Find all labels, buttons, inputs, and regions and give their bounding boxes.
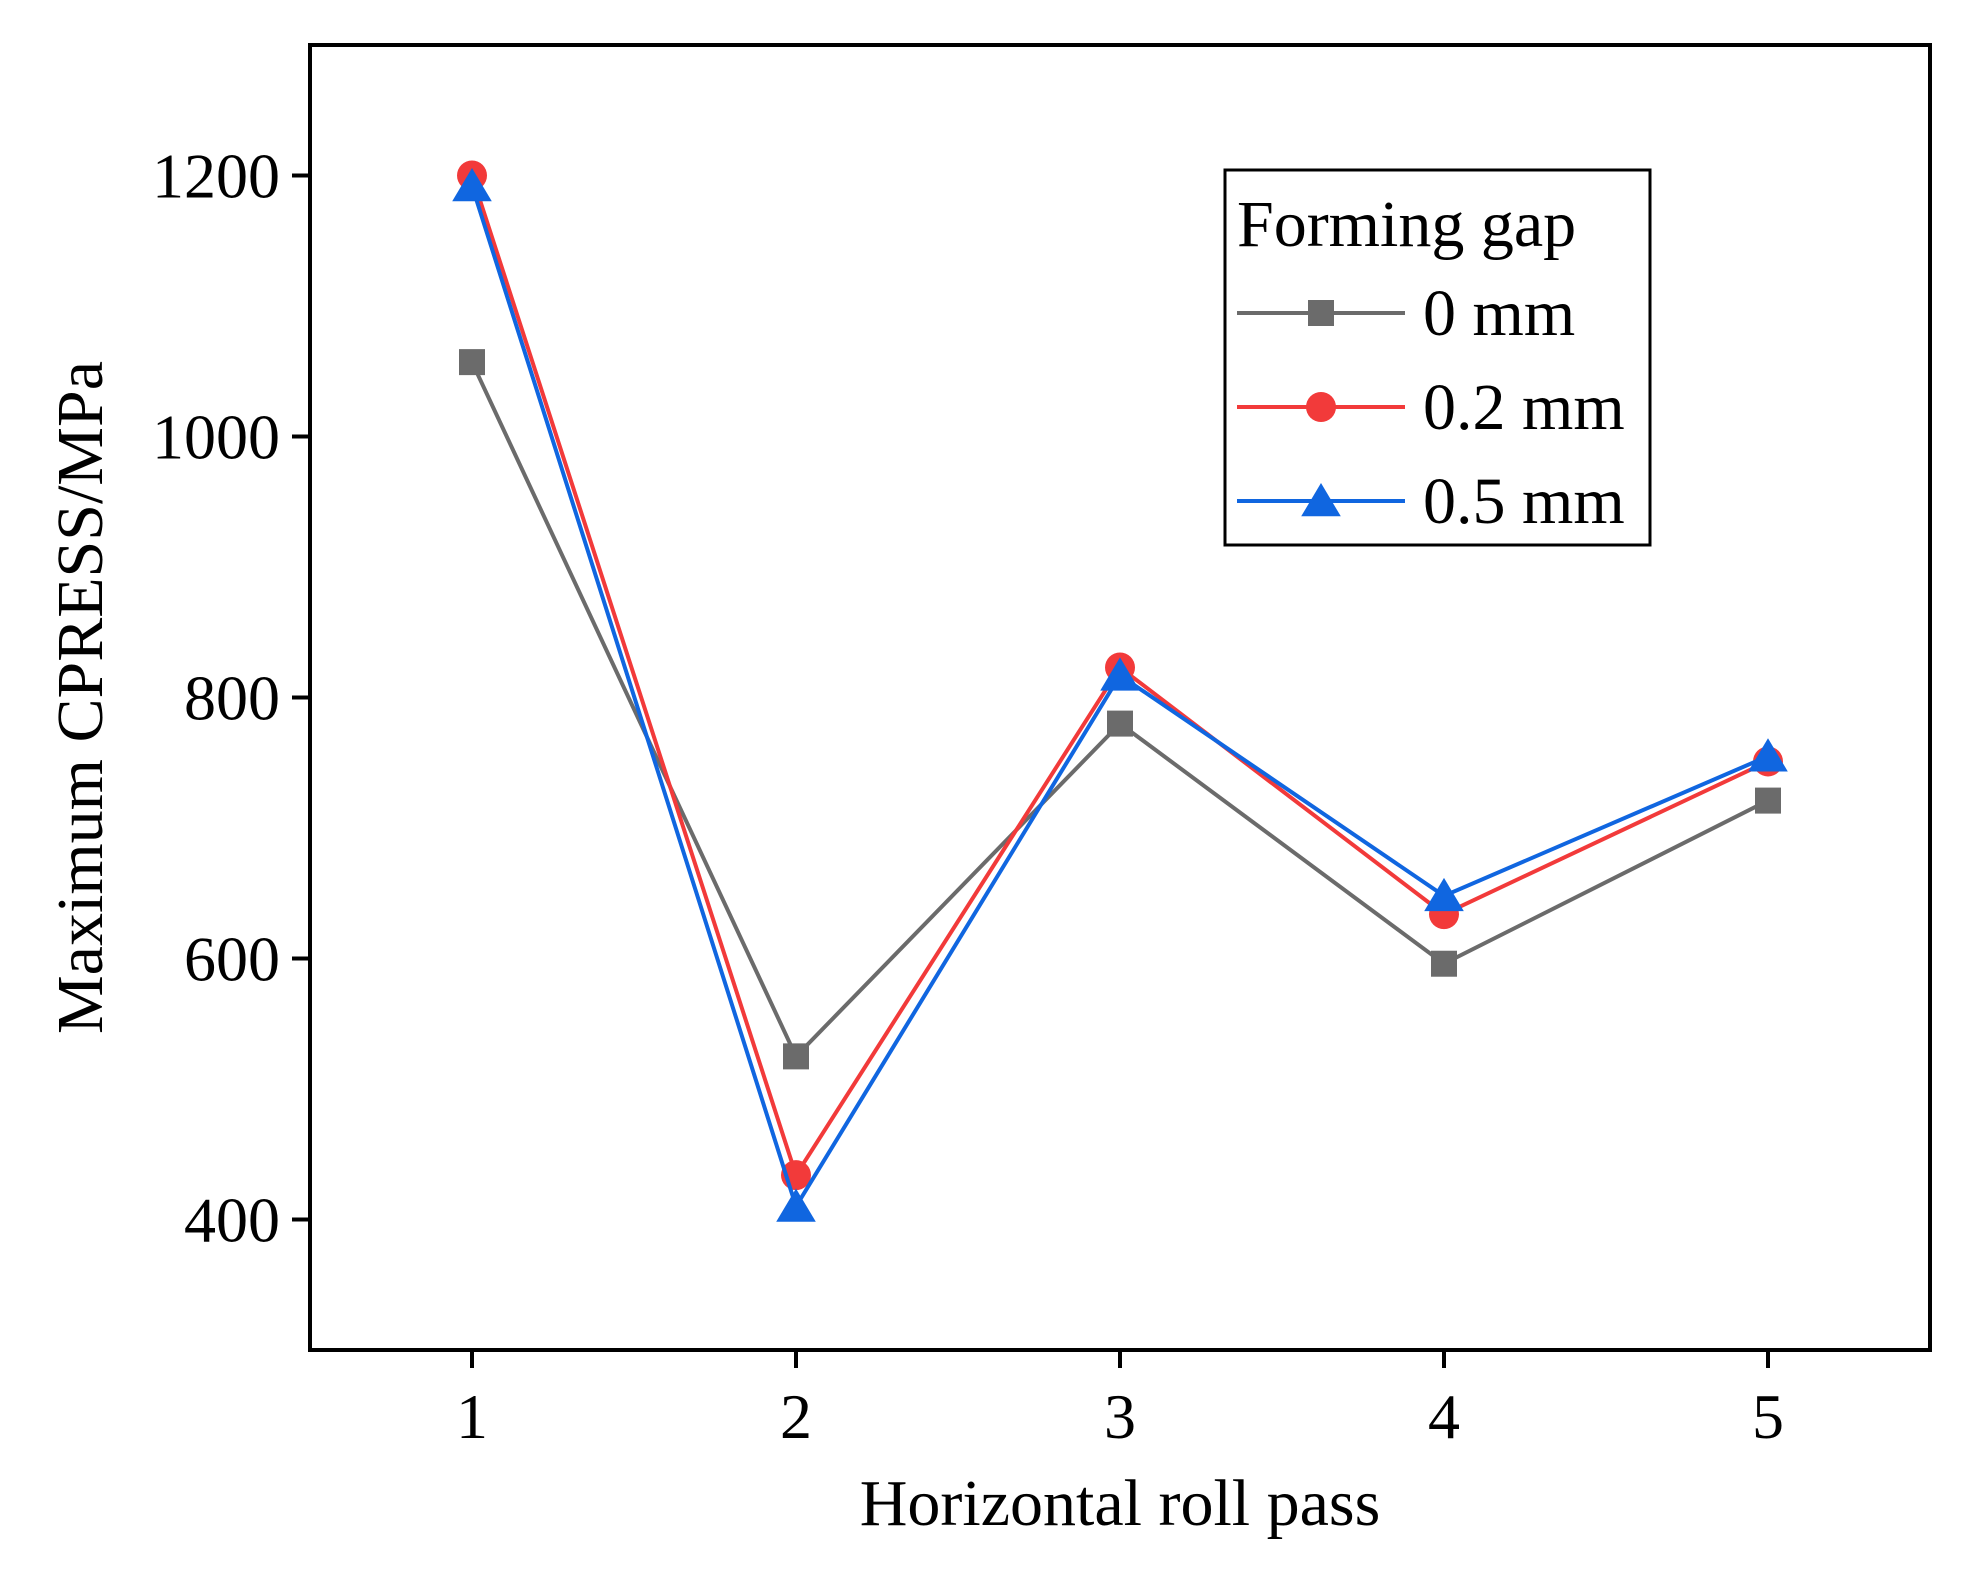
x-tick-label: 2 (780, 1381, 812, 1452)
x-tick-label: 5 (1752, 1381, 1784, 1452)
x-tick-label: 4 (1428, 1381, 1460, 1452)
data-point (776, 1188, 816, 1222)
data-point (1100, 657, 1140, 691)
y-axis-title: Maximum CPRESS/MPa (44, 361, 117, 1034)
y-tick-label: 1000 (152, 402, 280, 473)
data-point (1107, 710, 1133, 737)
data-point (452, 167, 492, 202)
legend-marker (1306, 392, 1336, 422)
y-tick-label: 400 (184, 1185, 280, 1256)
legend-marker (1308, 300, 1334, 326)
y-tick-label: 600 (184, 924, 280, 995)
data-point (1424, 877, 1464, 912)
legend-label: 0.5 mm (1423, 465, 1625, 538)
legend-label: 0.2 mm (1423, 371, 1625, 444)
y-tick-label: 1200 (152, 141, 280, 212)
data-point (783, 1043, 809, 1070)
x-tick-label: 1 (456, 1381, 488, 1452)
legend-box (1223, 168, 1652, 547)
data-point (1755, 787, 1781, 814)
data-point (1431, 950, 1457, 977)
legend-marker (1301, 483, 1341, 517)
legend-title: Forming gap (1237, 188, 1576, 261)
x-tick-label: 3 (1104, 1381, 1136, 1452)
series-0 (459, 349, 1781, 1070)
data-point (459, 349, 485, 376)
legend: Forming gap 0 mm 0.2 mm 0.5 mm (1223, 168, 1652, 547)
legend-label: 0 mm (1423, 277, 1575, 350)
axis-layer: 1 2 3 4 5 400 600 800 1000 1200 (152, 141, 1784, 1453)
x-axis-title: Horizontal roll pass (860, 1467, 1381, 1540)
series-2 (452, 167, 1788, 1222)
data-point (1748, 738, 1788, 772)
series-layer (452, 160, 1788, 1222)
y-tick-label: 800 (184, 663, 280, 734)
